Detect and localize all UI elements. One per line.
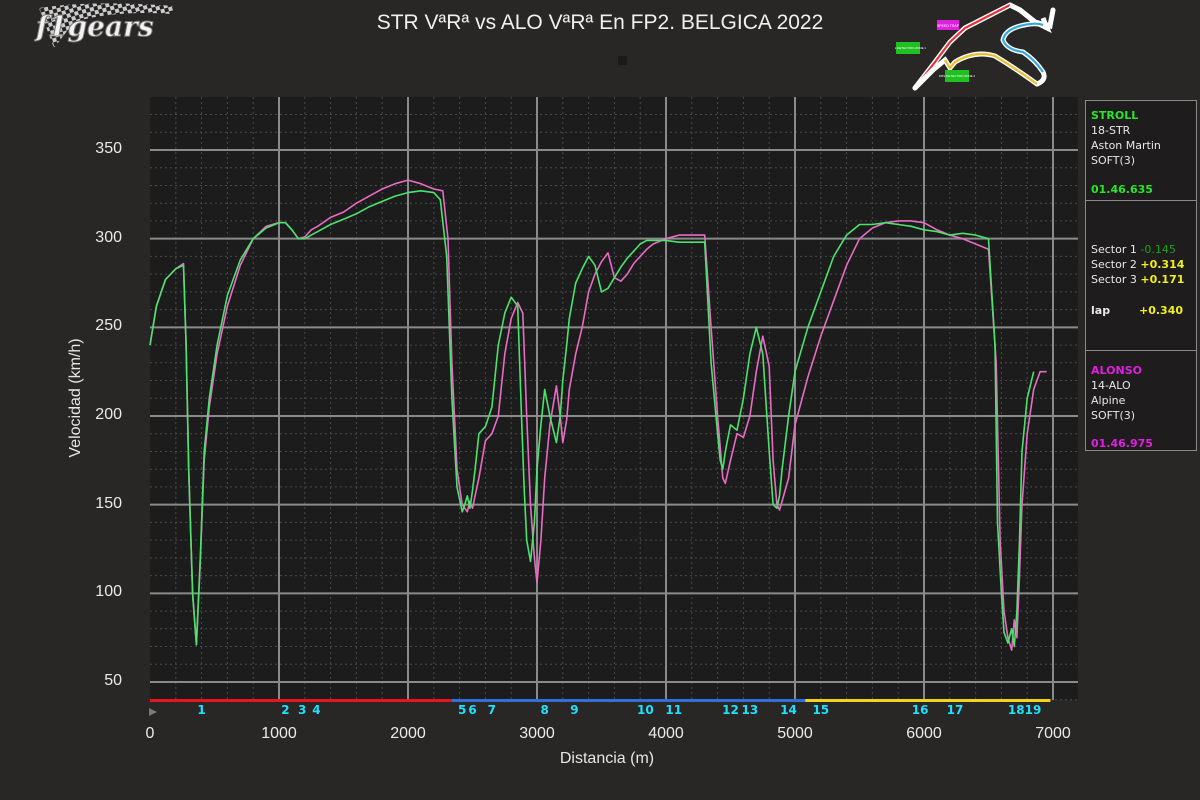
- x-tick-label: 3000: [519, 725, 555, 742]
- turn-marker: 16: [911, 703, 929, 717]
- turn-marker: 10: [637, 703, 654, 717]
- x-tick-label: 1000: [261, 725, 297, 742]
- lap-delta-value: +0.340: [1139, 304, 1184, 317]
- turn-marker: 1819: [1007, 703, 1042, 717]
- y-tick-label: 350: [95, 140, 122, 157]
- driver-card-alonso: ALONSO 14-ALO Alpine SOFT(3) 01.46.975: [1085, 350, 1197, 451]
- delta-panel: Sector 1 -0.145 Sector 2 +0.314 Sector 3…: [1085, 200, 1197, 351]
- turn-marker: 1: [197, 703, 206, 717]
- driver-lap-time: 01.46.975: [1091, 437, 1153, 450]
- turn-marker: 6: [468, 703, 477, 717]
- driver-name: STROLL: [1091, 109, 1139, 122]
- sector-3-delta: Sector 3 +0.171: [1091, 273, 1185, 286]
- y-tick-label: 100: [95, 583, 122, 601]
- turn-marker: 3: [298, 703, 307, 717]
- turn-marker: 12: [722, 703, 739, 717]
- svg-text:DRS DETECTION ZONE 1: DRS DETECTION ZONE 1: [895, 46, 926, 50]
- driver-code: 14-ALO: [1091, 379, 1131, 392]
- turn-marker: 4: [312, 703, 321, 717]
- driver-code: 18-STR: [1091, 124, 1131, 137]
- f1gears-logo: f1gears: [34, 3, 174, 49]
- driver-tyre: SOFT(3): [1091, 409, 1136, 422]
- x-tick-label: 7000: [1035, 725, 1071, 742]
- x-tick-label: 0: [145, 725, 155, 742]
- lap-delta-label: lap: [1091, 304, 1111, 317]
- track-map: SPEED TRAP DRS DETECTION ZONE 1 DRS DETE…: [895, 2, 1056, 91]
- legend-marker: [618, 56, 627, 65]
- turn-marker: 14: [780, 703, 797, 717]
- driver-team: Alpine: [1091, 394, 1126, 407]
- y-tick-label: 150: [95, 494, 122, 512]
- sector-bar: [451, 699, 806, 702]
- turn-marker: 5: [457, 703, 467, 717]
- sector-2-delta: Sector 2 +0.314: [1091, 258, 1185, 271]
- x-tick-label: 5000: [777, 725, 813, 742]
- turn-marker: 13: [741, 703, 759, 717]
- y-tick-label: 50: [104, 672, 122, 689]
- driver-lap-time: 01.46.635: [1091, 183, 1153, 196]
- svg-text:DRS DETECTION ZONE 2: DRS DETECTION ZONE 2: [939, 74, 976, 78]
- sector-bar: [805, 699, 1051, 702]
- sector-1-delta: Sector 1 -0.145: [1091, 243, 1176, 256]
- turn-marker: 11: [665, 703, 683, 717]
- driver-card-stroll: STROLL 18-STR Aston Martin SOFT(3) 01.46…: [1085, 100, 1197, 201]
- driver-tyre: SOFT(3): [1091, 154, 1136, 167]
- driver-team: Aston Martin: [1091, 139, 1161, 152]
- y-tick-label: 200: [95, 406, 122, 423]
- x-tick-label: 6000: [906, 725, 942, 742]
- series-line: [149, 190, 1035, 648]
- y-tick-label: 300: [95, 228, 122, 246]
- series-line: [149, 179, 1047, 651]
- x-tick-label: 2000: [390, 725, 426, 742]
- turn-marker: 8: [540, 703, 549, 717]
- turn-marker: 15: [812, 703, 830, 717]
- x-tick-label: 4000: [648, 725, 684, 742]
- driver-name: ALONSO: [1091, 364, 1142, 377]
- chart-title: STR VªRª vs ALO VªRª En FP2. BELGICA 202…: [376, 11, 824, 34]
- y-tick-label: 250: [95, 317, 122, 335]
- y-axis-label: Velocidad (km/h): [67, 338, 84, 458]
- sector-bar: [150, 699, 452, 702]
- turn-marker: 9: [570, 703, 579, 717]
- turn-marker: 17: [946, 703, 964, 717]
- turn-marker: 7: [487, 703, 497, 717]
- svg-text:f1gears: f1gears: [34, 10, 154, 43]
- svg-text:SPEED TRAP: SPEED TRAP: [937, 24, 960, 28]
- x-axis-label: Distancia (m): [559, 750, 655, 767]
- turn-marker: 2: [281, 703, 290, 717]
- start-arrow-icon: [149, 708, 157, 716]
